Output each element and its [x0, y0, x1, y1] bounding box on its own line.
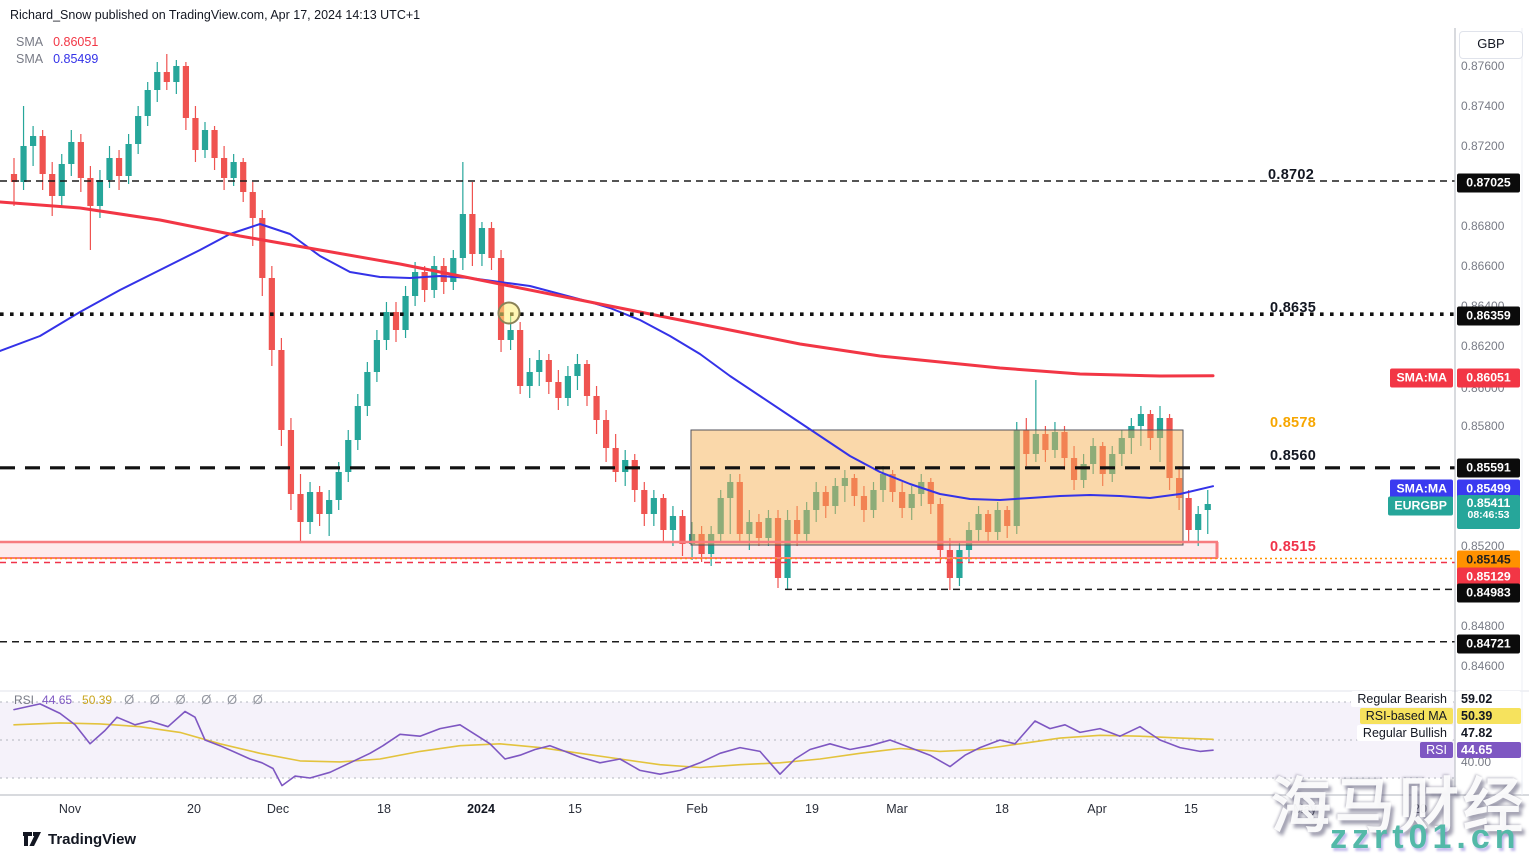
watermark-url: zzrt01.cn [1330, 818, 1521, 856]
time-axis-label: 18 [377, 802, 391, 816]
price-axis-tick: 0.85200 [1461, 539, 1505, 553]
time-axis-label: 18 [995, 802, 1009, 816]
level-price-label: 0.8515 [1270, 539, 1317, 555]
rsi-axis-tick: 40.00 [1461, 755, 1492, 769]
level-price-label: 0.8702 [1268, 167, 1315, 183]
sma-fast-legend[interactable]: SMA 0.85499 [16, 52, 98, 66]
time-axis-label: Dec [266, 802, 290, 816]
pane-resize-handle[interactable] [0, 690, 1529, 693]
price-axis-tick: 0.86800 [1461, 219, 1505, 233]
price-axis-tick: 0.87400 [1461, 99, 1505, 113]
rsi-title: RSI [14, 693, 35, 707]
axis-series-chip: SMA:MA [1390, 479, 1453, 499]
sma-fast-value: 0.85499 [53, 52, 99, 66]
price-axis-badge: 0.85145 [1457, 550, 1520, 570]
price-axis-badge: 0.86359 [1457, 306, 1520, 326]
time-axis-label: 20 [187, 802, 201, 816]
price-axis-badge: 0.85499 [1457, 479, 1520, 499]
time-axis-label: Mar [886, 802, 908, 816]
price-axis-tick: 0.87600 [1461, 59, 1505, 73]
rsi-row-label: Regular Bearish [1351, 691, 1453, 707]
time-axis-label: 19 [805, 802, 819, 816]
rsi-row-label: RSI [1420, 742, 1453, 758]
price-axis-tick: 0.86600 [1461, 259, 1505, 273]
time-axis-label: 15 [1184, 802, 1198, 816]
price-axis-badge: 0.84721 [1457, 634, 1520, 654]
watermark-chinese: 海马财经 [1271, 773, 1527, 840]
tradingview-logo-icon [23, 832, 41, 846]
price-axis-strip[interactable] [1455, 28, 1522, 795]
price-axis-badge: 0.84983 [1457, 583, 1520, 603]
rsi-row-label: Regular Bullish [1356, 725, 1453, 741]
level-price-label: 0.8578 [1270, 415, 1317, 431]
rsi-row-label: RSI-based MA [1359, 708, 1453, 724]
price-axis-tick: 0.85800 [1461, 419, 1505, 433]
tradingview-logo-text: TradingView [48, 831, 137, 848]
price-axis-badge: 0.85129 [1457, 567, 1520, 587]
price-axis-tick: 0.86200 [1461, 339, 1505, 353]
sma-slow-legend[interactable]: SMA 0.86051 [16, 35, 98, 49]
rsi-toggle-icons[interactable]: Ø Ø Ø Ø Ø Ø [124, 692, 269, 707]
rsi-ma-value: 50.39 [82, 693, 113, 707]
publish-byline: Richard_Snow published on TradingView.co… [10, 8, 421, 22]
level-price-label: 0.8635 [1270, 300, 1317, 316]
time-axis-label: Nov [58, 802, 82, 816]
rsi-row-value: 44.65 [1457, 742, 1521, 758]
time-axis-label: May [1293, 802, 1317, 816]
price-axis-badge: 0.85411 08:46:53 [1457, 495, 1520, 529]
sma-slow-value: 0.86051 [53, 35, 99, 49]
price-axis-badge: 0.85591 [1457, 458, 1520, 478]
sma-slow-label: SMA [16, 35, 44, 49]
axis-series-chip: SMA:MA [1390, 368, 1453, 388]
time-axis-label: 2024 [467, 802, 495, 816]
time-axis-label: 20 [1413, 802, 1427, 816]
price-axis-tick: 0.84800 [1461, 619, 1505, 633]
rsi-value: 44.65 [42, 693, 73, 707]
sma-fast-label: SMA [16, 52, 44, 66]
axis-series-chip: EURGBP [1388, 496, 1453, 516]
level-price-label: 0.8560 [1270, 448, 1317, 464]
price-axis-tick: 0.87200 [1461, 139, 1505, 153]
rsi-row-value: 47.82 [1457, 725, 1521, 741]
rsi-legend[interactable]: RSI 44.65 50.39 Ø Ø Ø Ø Ø Ø [14, 692, 269, 707]
time-axis-label: Feb [686, 802, 708, 816]
price-axis-tick: 0.84600 [1461, 659, 1505, 673]
time-axis-label: 15 [568, 802, 582, 816]
time-axis-strip[interactable] [0, 796, 1455, 820]
rsi-row-value: 59.02 [1457, 691, 1521, 707]
price-axis-badge: 0.87025 [1457, 173, 1520, 193]
rsi-row-value: 50.39 [1457, 708, 1521, 724]
currency-toggle-button[interactable]: GBP [1459, 31, 1523, 59]
price-axis-badge: 0.86051 [1457, 368, 1520, 388]
tradingview-logo[interactable]: TradingView [23, 831, 136, 848]
time-axis-label: Apr [1087, 802, 1107, 816]
